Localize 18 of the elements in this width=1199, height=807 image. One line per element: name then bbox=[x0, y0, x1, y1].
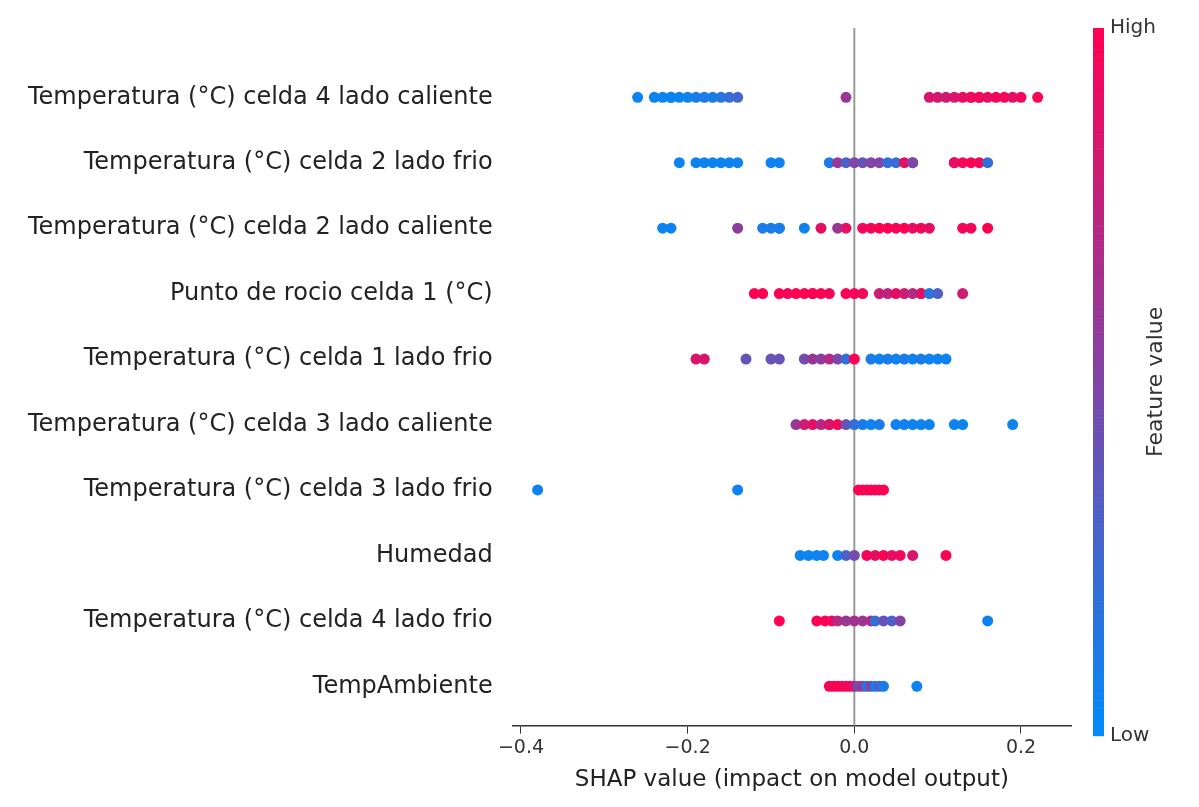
y-tick-label: Punto de rocio celda 1 (°C) bbox=[170, 277, 493, 306]
y-tick-label: Humedad bbox=[376, 539, 493, 568]
color-bar-label: High bbox=[1110, 14, 1156, 39]
y-tick-label: TempAmbiente bbox=[311, 670, 493, 699]
x-tick-label: −0.4 bbox=[497, 734, 545, 757]
x-tick-label: −0.2 bbox=[664, 734, 711, 757]
color-bar-title: Feature value bbox=[1141, 306, 1167, 457]
y-tick-label: Temperatura (°C) celda 4 lado caliente bbox=[26, 81, 493, 110]
x-tick-label: 0.2 bbox=[1005, 734, 1037, 757]
color-bar-label: Low bbox=[1110, 721, 1150, 746]
x-axis-title: SHAP value (impact on model output) bbox=[574, 765, 1009, 792]
y-tick-label: Temperatura (°C) celda 3 lado frio bbox=[82, 474, 493, 503]
y-tick-label: Temperatura (°C) celda 2 lado caliente bbox=[26, 212, 493, 241]
y-tick-label: Temperatura (°C) celda 4 lado frio bbox=[82, 605, 493, 634]
y-tick-label: Temperatura (°C) celda 2 lado frio bbox=[82, 146, 493, 175]
y-tick-label: Temperatura (°C) celda 1 lado frio bbox=[82, 343, 493, 372]
y-tick-label: Temperatura (°C) celda 3 lado caliente bbox=[26, 408, 493, 437]
x-tick-label: 0.0 bbox=[839, 734, 870, 757]
